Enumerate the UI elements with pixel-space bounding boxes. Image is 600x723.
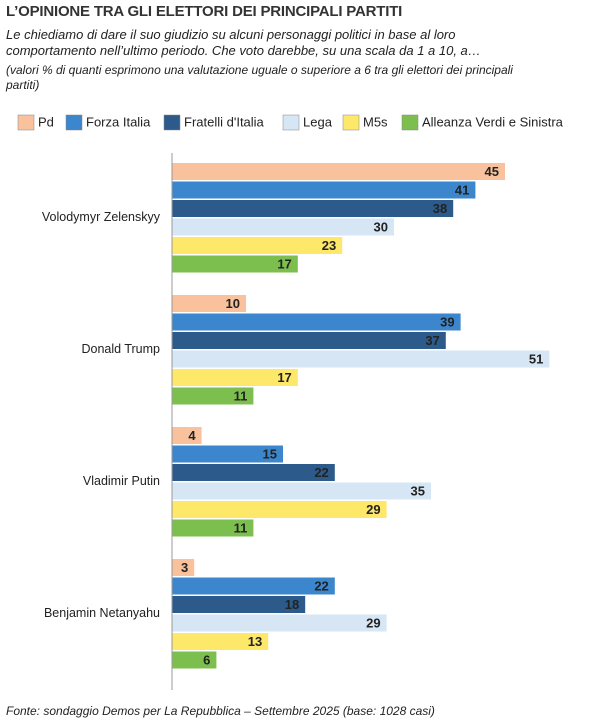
legend-swatch (401, 114, 419, 131)
bar (172, 445, 283, 463)
value-label: 15 (263, 446, 277, 461)
bar (172, 255, 298, 273)
legend-label: Lega (303, 114, 333, 129)
legend-swatch (163, 114, 181, 131)
value-label: 39 (440, 314, 454, 329)
value-label: 3 (181, 560, 188, 575)
legend-label: Pd (38, 114, 54, 129)
legend-label: Alleanza Verdi e Sinistra (422, 114, 564, 129)
category-label: Donald Trump (81, 342, 160, 356)
legend-swatch (342, 114, 360, 131)
bar (172, 237, 343, 254)
value-label: 45 (485, 164, 499, 179)
legend-label: M5s (363, 114, 388, 129)
value-label: 30 (374, 219, 388, 234)
bar (172, 350, 550, 368)
source: Fonte: sondaggio Demos per La Repubblica… (6, 704, 435, 718)
value-label: 4 (188, 428, 196, 443)
category-label: Benjamin Netanyahu (44, 606, 160, 620)
bar (172, 596, 306, 613)
bar (172, 559, 195, 576)
value-label: 37 (425, 333, 439, 348)
bar (172, 218, 394, 236)
value-label: 22 (314, 578, 328, 593)
value-label: 38 (433, 201, 447, 216)
value-label: 35 (411, 483, 425, 498)
bar (172, 651, 217, 669)
legend-swatch (17, 114, 35, 131)
value-label: 18 (285, 597, 299, 612)
bar (172, 181, 476, 199)
legend-label: Forza Italia (86, 114, 151, 129)
bar (172, 501, 387, 518)
bar (172, 163, 505, 180)
value-label: 51 (529, 351, 543, 366)
chart-title: L’OPINIONE TRA GLI ELETTORI DEI PRINCIPA… (6, 3, 403, 20)
bar (172, 369, 298, 386)
value-label: 29 (366, 502, 380, 517)
chart-subtitle: Le chiediamo di dare il suo giudizio su … (6, 27, 481, 58)
bar (172, 387, 254, 405)
bar (172, 519, 254, 537)
category-label: Vladimir Putin (83, 474, 160, 488)
value-label: 41 (455, 182, 469, 197)
value-label: 11 (234, 520, 248, 535)
value-label: 10 (226, 296, 240, 311)
value-label: 11 (234, 388, 248, 403)
value-label: 6 (203, 652, 210, 667)
value-label: 23 (322, 238, 336, 253)
bar (172, 577, 335, 595)
value-label: 17 (277, 256, 291, 271)
bar (172, 313, 461, 331)
value-label: 22 (314, 465, 328, 480)
value-label: 13 (248, 634, 262, 649)
bar (172, 482, 431, 500)
legend-label: Fratelli d'Italia (184, 114, 265, 129)
bar (172, 633, 269, 650)
bar (172, 427, 202, 444)
value-label: 29 (366, 615, 380, 630)
bar (172, 295, 246, 312)
chart-note: (valori % di quanti esprimono una valuta… (6, 63, 513, 92)
value-label: 17 (277, 370, 291, 385)
bar (172, 614, 387, 632)
bar (172, 464, 335, 481)
category-label: Volodymyr Zelenskyy (42, 210, 161, 224)
bar (172, 200, 454, 217)
bar (172, 332, 446, 349)
legend-swatch (65, 114, 83, 131)
legend-swatch (282, 114, 300, 131)
